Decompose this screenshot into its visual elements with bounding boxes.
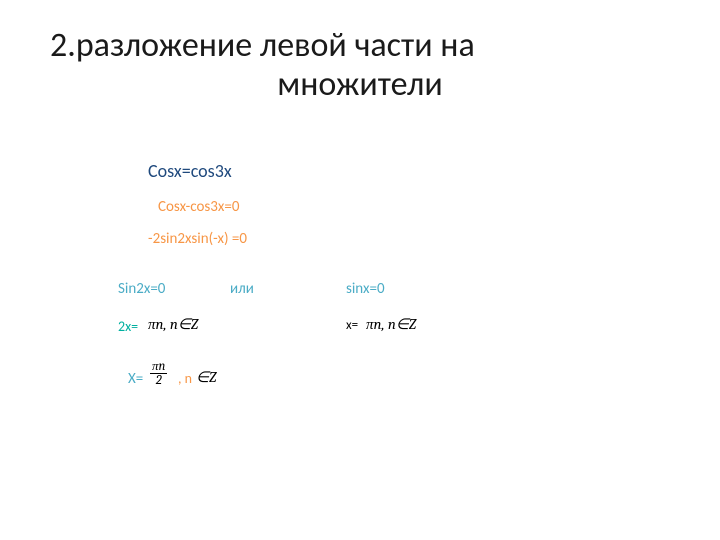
equation-cosx-cos3x: Cosx=cos3x [148,160,232,182]
fraction-den: 2 [150,373,167,388]
pi-n-2: πn [366,315,382,333]
sinx-equals-0: sinx=0 [346,280,385,298]
title-line2: множители [50,65,670,104]
title-line1: 2.разложение левой части на [50,25,475,66]
x-value: πn, n∈Z [366,315,416,334]
big-x-equals: X= [128,370,143,388]
pi-n: πn [148,315,164,333]
two-x-equals: 2x= [118,318,138,335]
two-x-value: πn, n∈Z [148,315,198,334]
fraction-num: πn [150,360,167,373]
in-z: ∈Z [196,368,216,386]
x-equals: x= [346,318,358,333]
fraction-pin-over-2: πn 2 [150,360,167,388]
n-in-z-2: , n∈Z [382,315,417,333]
label-or: или [230,280,254,298]
equation-cosx-minus-cos3x: Cosx-cos3x=0 [158,198,239,216]
sin2x-equals-0: Sin2x=0 [118,280,165,298]
slide: 2.разложение левой части на множители Co… [0,0,720,540]
n-in-z: , n∈Z [164,315,199,333]
equation-minus2sin2xsinx: -2sin2xsin(-x) =0 [148,230,247,248]
comma-n: , n [178,370,192,387]
slide-title: 2.разложение левой части на множители [50,26,670,104]
